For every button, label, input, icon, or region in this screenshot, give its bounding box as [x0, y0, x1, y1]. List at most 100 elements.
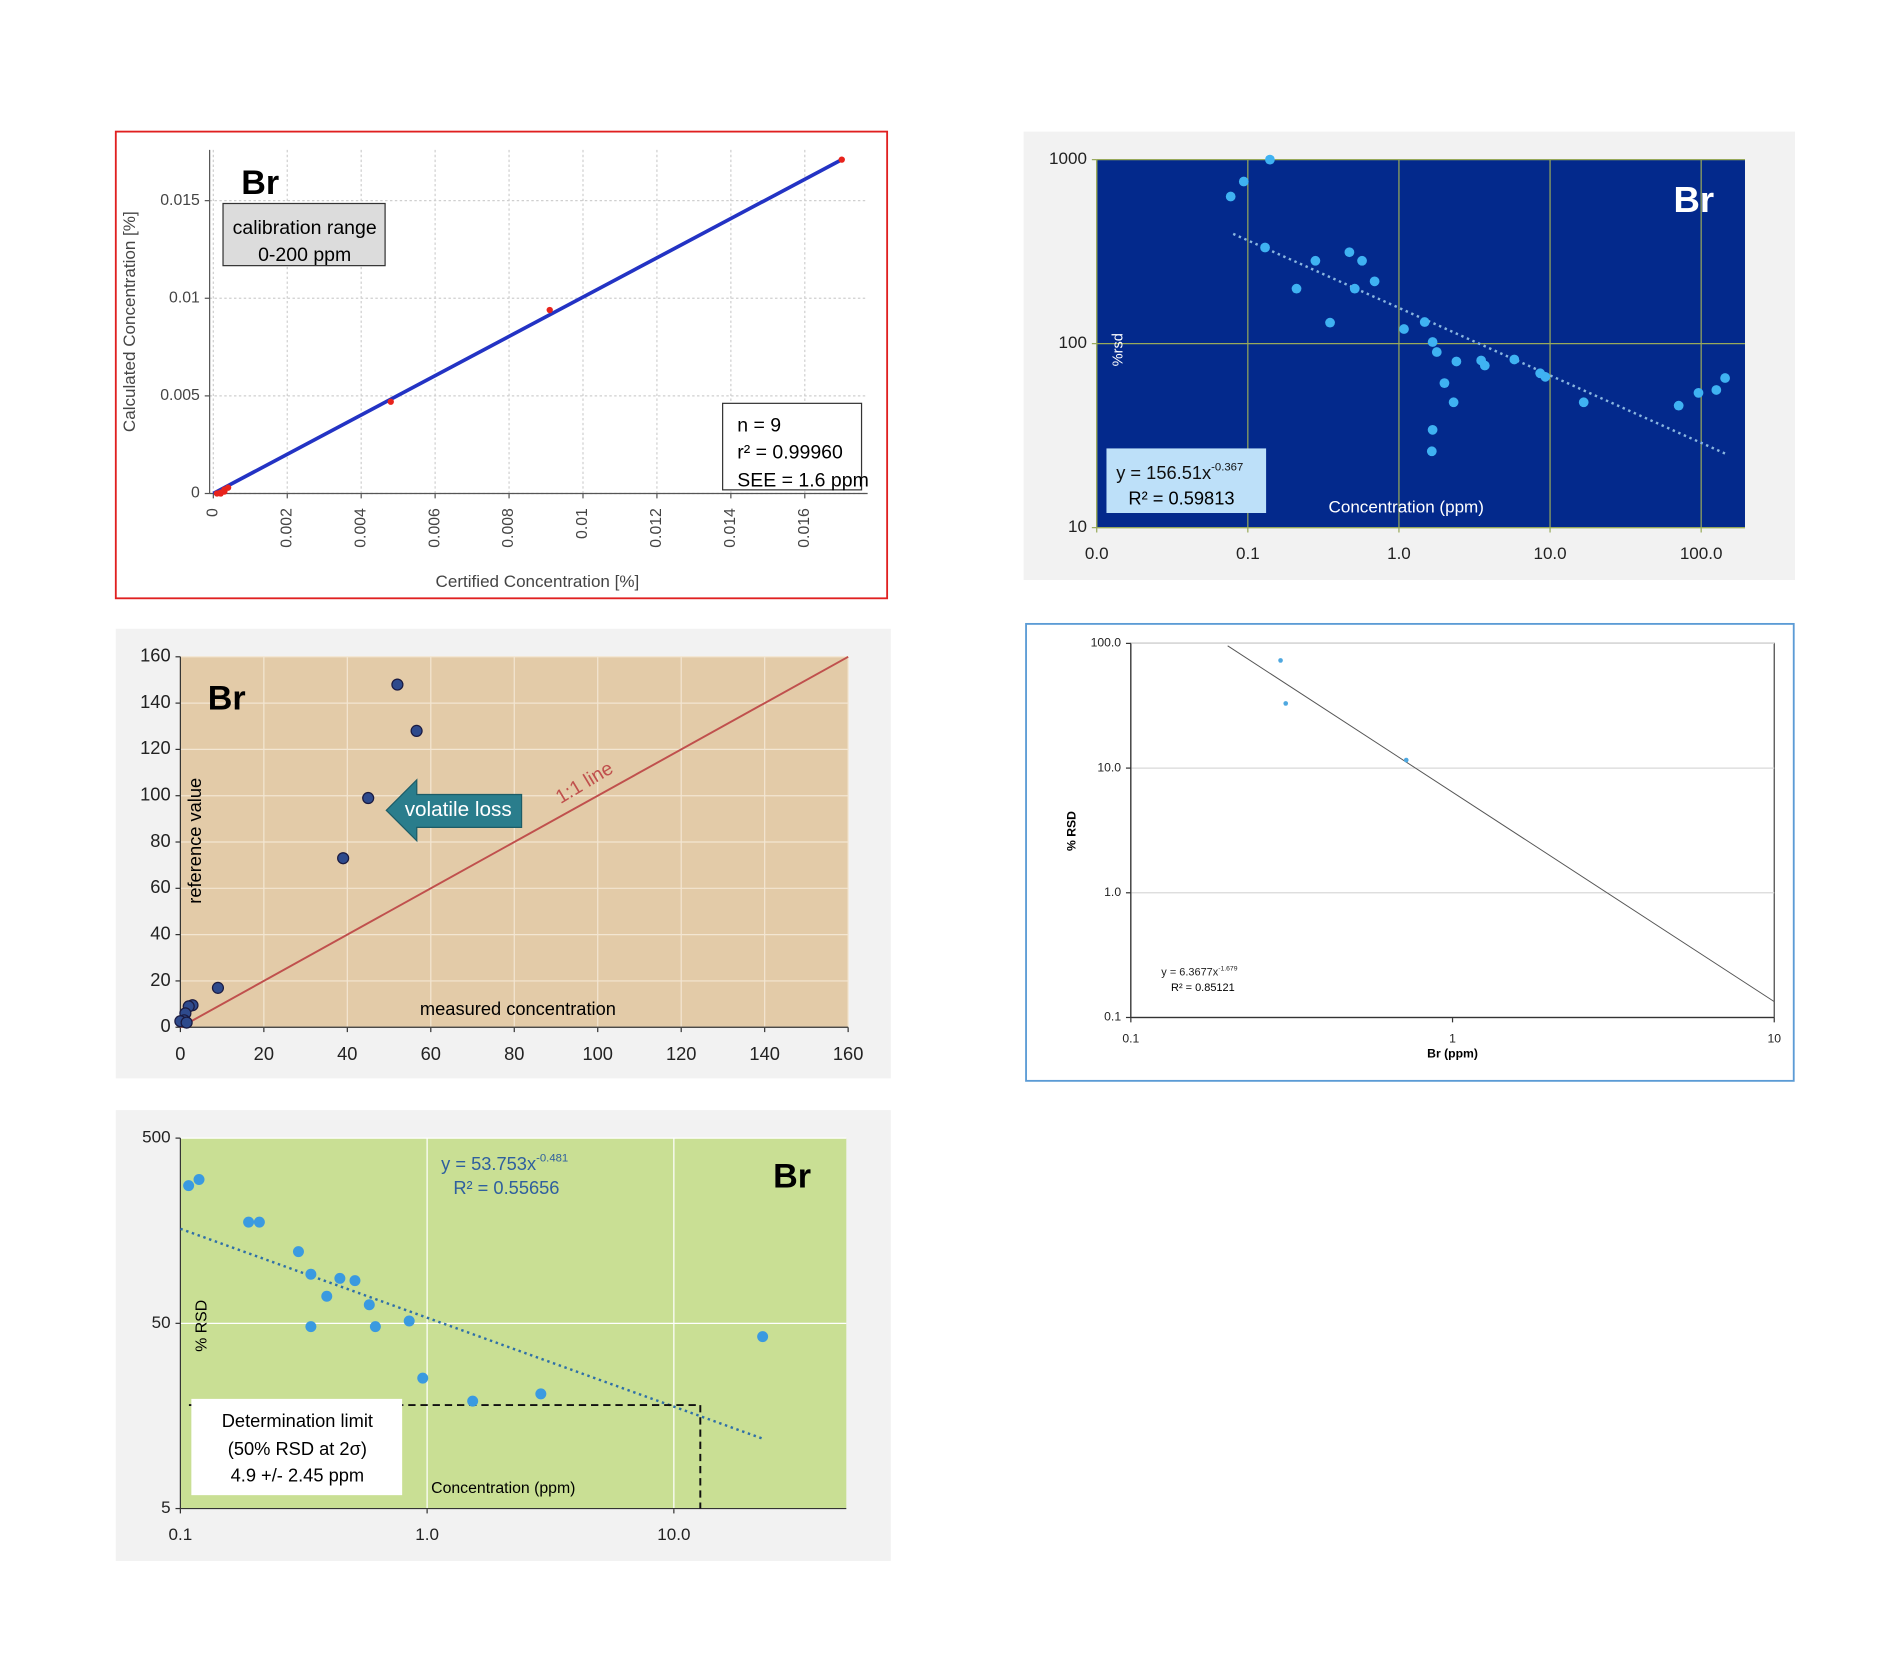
x-tick-label: 1.0: [415, 1525, 439, 1544]
point: [1540, 371, 1551, 382]
charts: 0 0.002 0.004 0.006 0.008 0.01 0.012 0.014 0.016…: [120, 149, 1781, 1544]
point: [546, 306, 553, 314]
fit-line: [179, 655, 849, 1029]
x-tick-label: 0.008: [500, 508, 517, 548]
x-tick-label: 80: [504, 1043, 524, 1064]
x-tick-label: 0.004: [352, 508, 369, 548]
annotation: Br (ppm): [1427, 1046, 1478, 1060]
equation: y = 6.3677x-1.679: [1161, 965, 1237, 978]
point: [292, 1246, 304, 1258]
y-tick-label: 0.005: [160, 387, 200, 404]
point: [349, 1275, 361, 1287]
annotation: reference value: [184, 778, 205, 904]
x-tick-label: 140: [749, 1043, 779, 1064]
text-box: [222, 202, 386, 267]
point: [1399, 324, 1409, 334]
x-tick-label: 10.0: [657, 1525, 690, 1544]
equation-exponent: -0.481: [536, 1153, 568, 1165]
point: [1419, 317, 1430, 327]
arrow: [385, 778, 523, 843]
equation: y = 53.753x-0.481: [441, 1153, 568, 1174]
y-tick-label: 1.0: [1104, 885, 1121, 899]
fit-line: [212, 158, 843, 496]
annotation: n = 9: [737, 415, 781, 437]
x-tick-label: 0.01: [574, 508, 591, 539]
annotation: volatile loss: [405, 798, 512, 821]
point: [1578, 397, 1589, 408]
x-tick-label: 10: [1767, 1032, 1781, 1046]
point: [417, 1372, 429, 1384]
equation-base: y = 156.51x: [1116, 462, 1211, 483]
annotation: Br: [241, 164, 279, 202]
x-tick-label: 0.1: [1122, 1032, 1139, 1046]
point: [1693, 387, 1704, 398]
y-tick-label: 1000: [1049, 149, 1087, 168]
annotation: R² = 0.59813: [1128, 487, 1234, 508]
annotation: R² = 0.55656: [453, 1177, 559, 1198]
x-tick-label: 10.0: [1533, 544, 1566, 563]
point: [1509, 354, 1520, 365]
y-tick-label: 140: [140, 691, 170, 712]
x-tick-label: 100.0: [1680, 544, 1723, 563]
annotation: calibration range: [233, 217, 377, 239]
y-tick-label: 0.01: [169, 289, 200, 306]
y-tick-label: 0: [160, 1015, 170, 1036]
annotation: Determination limit: [222, 1410, 373, 1431]
annotation: 4.9 +/- 2.45 ppm: [231, 1465, 365, 1486]
annotation: Concentration (ppm): [1329, 498, 1484, 517]
annotation: Br: [1673, 179, 1714, 220]
annotation: Br: [208, 680, 246, 718]
point: [1427, 337, 1438, 347]
x-tick-label: 0.1: [1236, 544, 1260, 563]
y-tick-label: 120: [140, 737, 170, 758]
x-tick-label: 160: [833, 1043, 863, 1064]
equation-exponent: -0.367: [1211, 462, 1243, 474]
equation-base: y = 53.753x: [441, 1153, 536, 1174]
y-tick-label: 0: [191, 485, 200, 502]
x-tick-label: 1: [1449, 1032, 1456, 1046]
point: [363, 1299, 375, 1311]
equation-base: y = 6.3677x: [1161, 966, 1218, 978]
point: [1344, 247, 1355, 258]
y-tick-label: 160: [140, 645, 170, 666]
point: [1673, 400, 1684, 411]
point: [838, 156, 845, 163]
y-tick-label: 50: [152, 1313, 171, 1332]
point: [1238, 176, 1249, 187]
x-tick-label: 0.1: [169, 1525, 193, 1544]
y-tick-label: 10: [1068, 517, 1087, 536]
point: [1403, 757, 1409, 763]
point: [1278, 658, 1283, 663]
point: [1427, 424, 1438, 435]
point: [180, 1016, 193, 1029]
point: [1439, 378, 1450, 389]
point: [1451, 356, 1462, 367]
point: [1283, 701, 1289, 706]
point: [305, 1268, 317, 1280]
annotation: Concentration (ppm): [431, 1480, 575, 1497]
point: [1225, 191, 1236, 202]
point: [253, 1216, 265, 1228]
text-box: [191, 1398, 403, 1496]
x-tick-label: 0: [205, 508, 222, 517]
x-tick-label: 40: [337, 1043, 357, 1064]
point: [1291, 283, 1302, 294]
annotation: measured concentration: [420, 998, 616, 1019]
point: [1431, 347, 1442, 357]
y-tick-label: 0.1: [1104, 1010, 1121, 1024]
point: [387, 398, 394, 405]
point: [757, 1331, 769, 1343]
annotation: r² = 0.99960: [737, 441, 843, 463]
point: [1265, 154, 1275, 165]
annotation: SEE = 1.6 ppm: [737, 469, 869, 491]
x-tick-label: 20: [254, 1043, 274, 1064]
x-tick-label: 100: [582, 1043, 612, 1064]
x-tick-label: 0: [175, 1043, 185, 1064]
y-tick-label: 0.015: [160, 192, 200, 209]
plot-area: [1130, 642, 1775, 1019]
annotation: %rsd: [1111, 333, 1127, 366]
x-tick-label: 0.006: [426, 508, 443, 548]
y-tick-label: 5: [161, 1498, 170, 1517]
y-tick-label: 100: [1059, 333, 1087, 352]
